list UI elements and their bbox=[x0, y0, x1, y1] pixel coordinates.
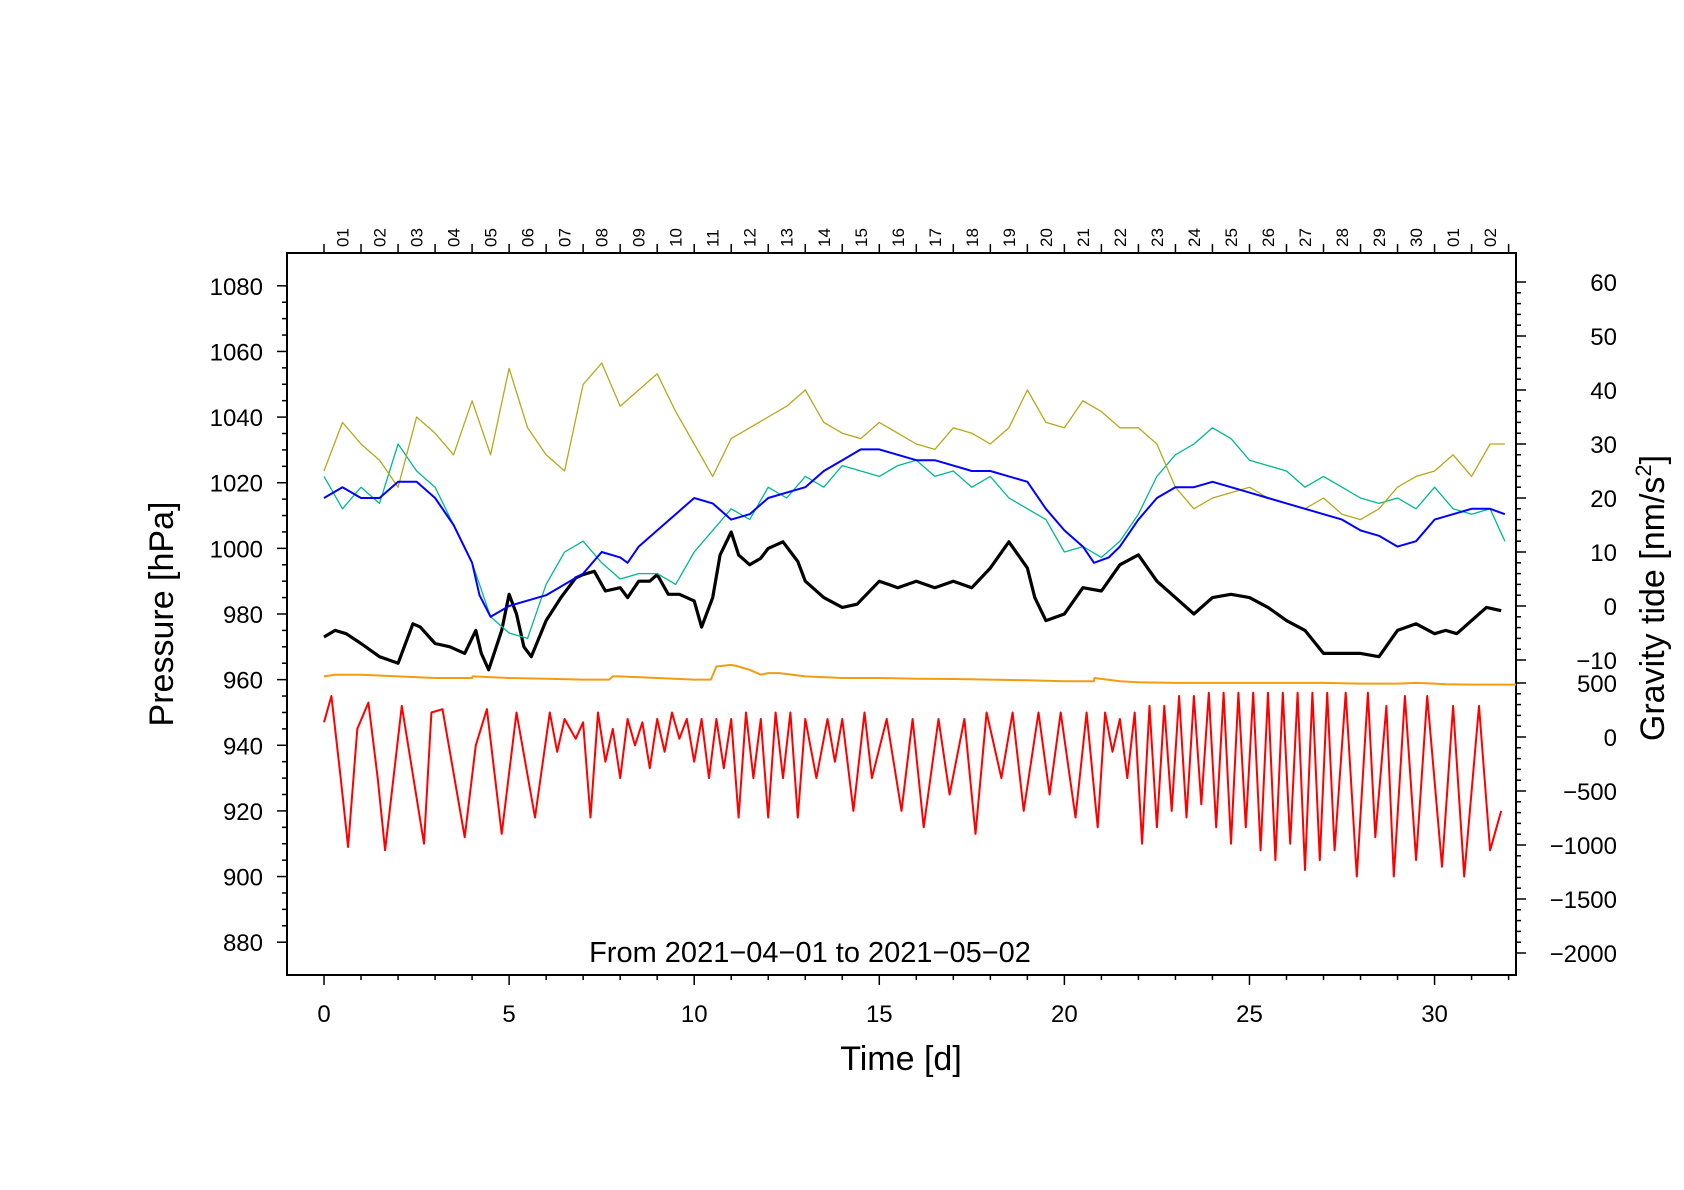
y-right-tick-label: 60 bbox=[1590, 270, 1617, 297]
y-left-tick-label: 960 bbox=[223, 668, 263, 695]
y-left-tick-label: 920 bbox=[223, 799, 263, 826]
day-label: 24 bbox=[1185, 228, 1204, 247]
x-tick-labels: 0 5 10 15 20 25 30 bbox=[317, 1001, 1448, 1028]
day-label: 08 bbox=[593, 228, 612, 247]
day-label: 27 bbox=[1296, 228, 1315, 247]
y-right-tick-label: 10 bbox=[1590, 540, 1617, 567]
y-left-tick-label: 980 bbox=[223, 602, 263, 629]
y-left-axis-title: Pressure [hPa] bbox=[143, 502, 181, 727]
y-right-tick-label: 500 bbox=[1577, 671, 1617, 698]
day-label: 22 bbox=[1111, 228, 1130, 247]
day-label: 02 bbox=[1481, 228, 1500, 247]
day-label: 13 bbox=[778, 228, 797, 247]
day-label: 06 bbox=[519, 228, 538, 247]
day-label: 11 bbox=[704, 229, 723, 247]
y-right-tick-label: −1000 bbox=[1550, 833, 1617, 860]
x-tick-label: 15 bbox=[866, 1001, 893, 1028]
day-label: 09 bbox=[630, 228, 649, 247]
y-right-axis-title-sup: 2 bbox=[1631, 464, 1656, 476]
y-right-tick-label: −2000 bbox=[1550, 941, 1617, 968]
y-right-axis-title-base: Gravity tide [nm/s bbox=[1634, 477, 1672, 742]
day-labels: 01 02 03 04 05 06 07 08 09 10 11 12 13 14 15 16 17 18 19 20… bbox=[334, 228, 1501, 247]
y-right-tick-label: −1500 bbox=[1550, 887, 1617, 914]
day-label: 12 bbox=[741, 228, 760, 247]
chart-caption: From 2021−04−01 to 2021−05−02 bbox=[589, 937, 1031, 969]
y-right-tick-label: 30 bbox=[1590, 432, 1617, 459]
series-orange bbox=[323, 663, 1516, 686]
y-right-tick-label: 0 bbox=[1604, 594, 1617, 621]
axis-ticks bbox=[277, 244, 1526, 985]
day-label: 26 bbox=[1259, 228, 1278, 247]
y-right-axis-title-end: ] bbox=[1634, 455, 1672, 464]
day-label: 30 bbox=[1407, 228, 1426, 247]
series-red-tide bbox=[323, 691, 1503, 878]
day-label: 17 bbox=[926, 228, 945, 247]
day-label: 03 bbox=[408, 228, 427, 247]
day-label: 05 bbox=[482, 228, 501, 247]
day-label: 01 bbox=[334, 228, 353, 247]
day-label: 18 bbox=[963, 228, 982, 247]
day-label: 10 bbox=[667, 228, 686, 247]
day-label: 16 bbox=[889, 228, 908, 247]
y-left-tick-label: 940 bbox=[223, 733, 263, 760]
day-label: 07 bbox=[556, 228, 575, 247]
y-left-tick-label: 1000 bbox=[210, 536, 263, 563]
y-left-tick-labels: 880 900 920 940 960 980 1000 1020 1040 1060 1080 bbox=[210, 274, 263, 957]
day-label: 02 bbox=[371, 228, 390, 247]
day-label: 20 bbox=[1037, 228, 1056, 247]
x-tick-label: 25 bbox=[1236, 1001, 1263, 1028]
day-label: 19 bbox=[1000, 228, 1019, 247]
x-axis-title: Time [d] bbox=[840, 1040, 962, 1078]
series-tide-blue bbox=[323, 448, 1506, 618]
day-label: 14 bbox=[815, 228, 834, 247]
x-tick-label: 20 bbox=[1051, 1001, 1078, 1028]
y-left-tick-label: 1020 bbox=[210, 471, 263, 498]
y-left-tick-label: 1060 bbox=[210, 339, 263, 366]
day-label: 21 bbox=[1074, 228, 1093, 247]
y-left-tick-label: 1080 bbox=[210, 274, 263, 301]
plot-frame bbox=[286, 252, 1517, 976]
x-tick-label: 0 bbox=[317, 1001, 330, 1028]
y-left-tick-label: 1040 bbox=[210, 405, 263, 432]
y-right-tick-label: 50 bbox=[1590, 324, 1617, 351]
day-label: 25 bbox=[1222, 228, 1241, 247]
x-tick-label: 10 bbox=[681, 1001, 708, 1028]
day-label: 28 bbox=[1333, 228, 1352, 247]
day-label: 04 bbox=[445, 228, 464, 247]
y-right-tick-label: 0 bbox=[1604, 725, 1617, 752]
day-label: 29 bbox=[1370, 228, 1389, 247]
y-right-tick-label: −10 bbox=[1576, 648, 1617, 675]
day-label: 15 bbox=[852, 228, 871, 247]
y-left-tick-label: 880 bbox=[223, 930, 263, 957]
series-tide-olive bbox=[323, 362, 1505, 521]
series-pressure bbox=[323, 530, 1502, 672]
x-tick-label: 5 bbox=[502, 1001, 515, 1028]
y-right-tick-label: −500 bbox=[1563, 779, 1617, 806]
y-left-tick-label: 900 bbox=[223, 865, 263, 892]
y-right-tick-label: 40 bbox=[1590, 378, 1617, 405]
day-label: 01 bbox=[1444, 228, 1463, 247]
y-right-axis-title: Gravity tide [nm/s2] bbox=[1631, 455, 1672, 741]
day-label: 23 bbox=[1148, 228, 1167, 247]
y-right-tick-label: 20 bbox=[1590, 486, 1617, 513]
series-group bbox=[323, 362, 1516, 878]
x-tick-label: 30 bbox=[1421, 1001, 1448, 1028]
